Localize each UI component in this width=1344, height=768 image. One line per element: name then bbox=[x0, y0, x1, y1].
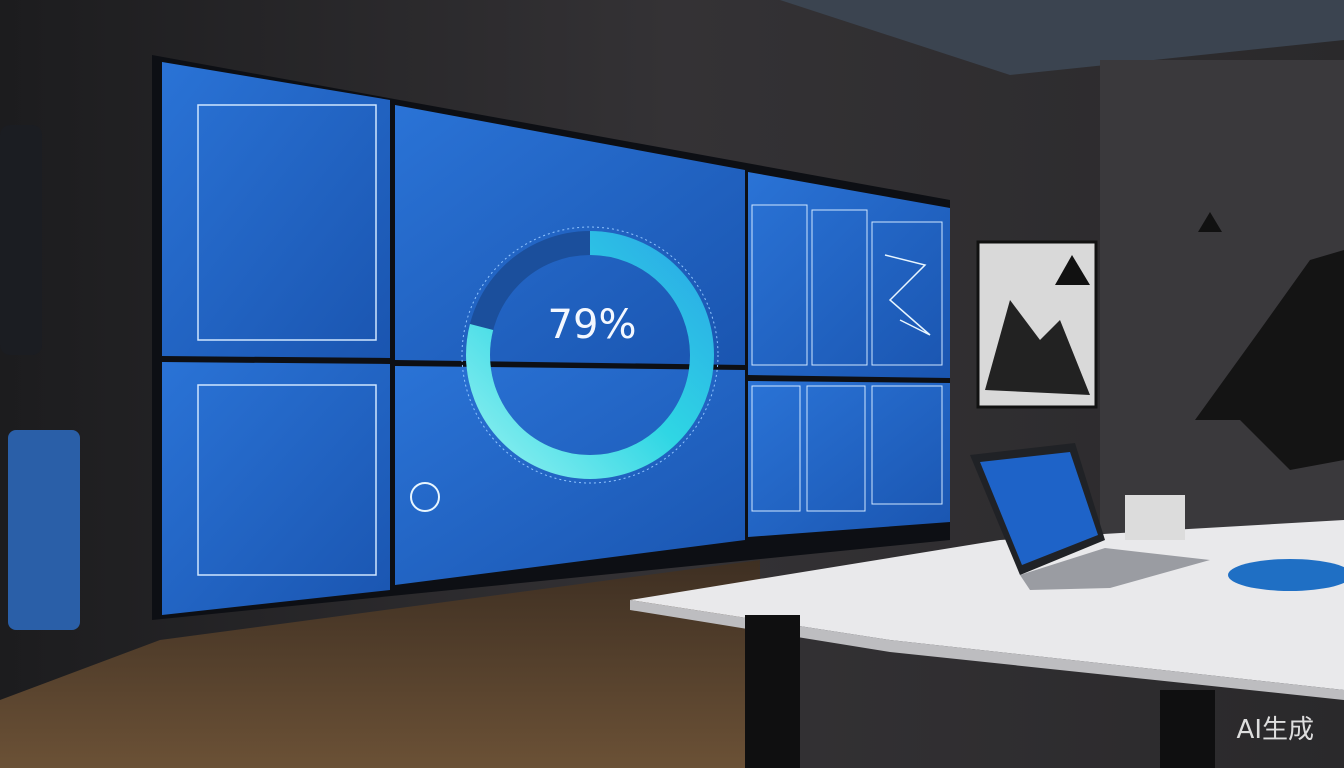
chart-card bbox=[806, 385, 866, 512]
floor-device bbox=[8, 430, 80, 630]
triangle-artwork bbox=[1055, 255, 1090, 285]
laptop-keyboard bbox=[1020, 548, 1210, 590]
chart-card bbox=[751, 204, 808, 366]
chart-card bbox=[871, 221, 943, 366]
refresh-icon bbox=[410, 482, 440, 512]
blue-tray bbox=[1228, 559, 1344, 591]
screen-panel-top-right bbox=[748, 172, 950, 378]
line-chart bbox=[884, 254, 931, 336]
chart-card bbox=[751, 385, 801, 512]
screen-panel-bottom-left bbox=[162, 362, 390, 615]
form-outline bbox=[197, 384, 377, 576]
desk-leg bbox=[1160, 690, 1215, 768]
gauge-value-label: 79% bbox=[548, 302, 637, 348]
laptop-screen[interactable] bbox=[980, 452, 1098, 565]
gauge-tick-ring bbox=[461, 226, 719, 484]
progress-gauge: 79% bbox=[461, 226, 719, 484]
desk-box bbox=[1125, 495, 1185, 540]
wall-device bbox=[0, 125, 42, 355]
triangle-decal bbox=[1198, 212, 1222, 232]
desk-leg bbox=[745, 615, 800, 768]
tree-decal bbox=[1195, 250, 1344, 470]
gauge-fill bbox=[466, 231, 714, 479]
ceiling bbox=[780, 0, 1344, 75]
screen-panel-bottom-right bbox=[748, 381, 950, 537]
screen-panel-top-left bbox=[162, 62, 390, 358]
form-outline bbox=[197, 104, 377, 341]
wood-floor bbox=[0, 560, 760, 768]
chart-card bbox=[811, 209, 868, 366]
watermark: AI生成 bbox=[1236, 715, 1314, 745]
tree-artwork bbox=[985, 300, 1090, 395]
desk-edge bbox=[630, 600, 1344, 700]
chart-card bbox=[871, 385, 943, 505]
